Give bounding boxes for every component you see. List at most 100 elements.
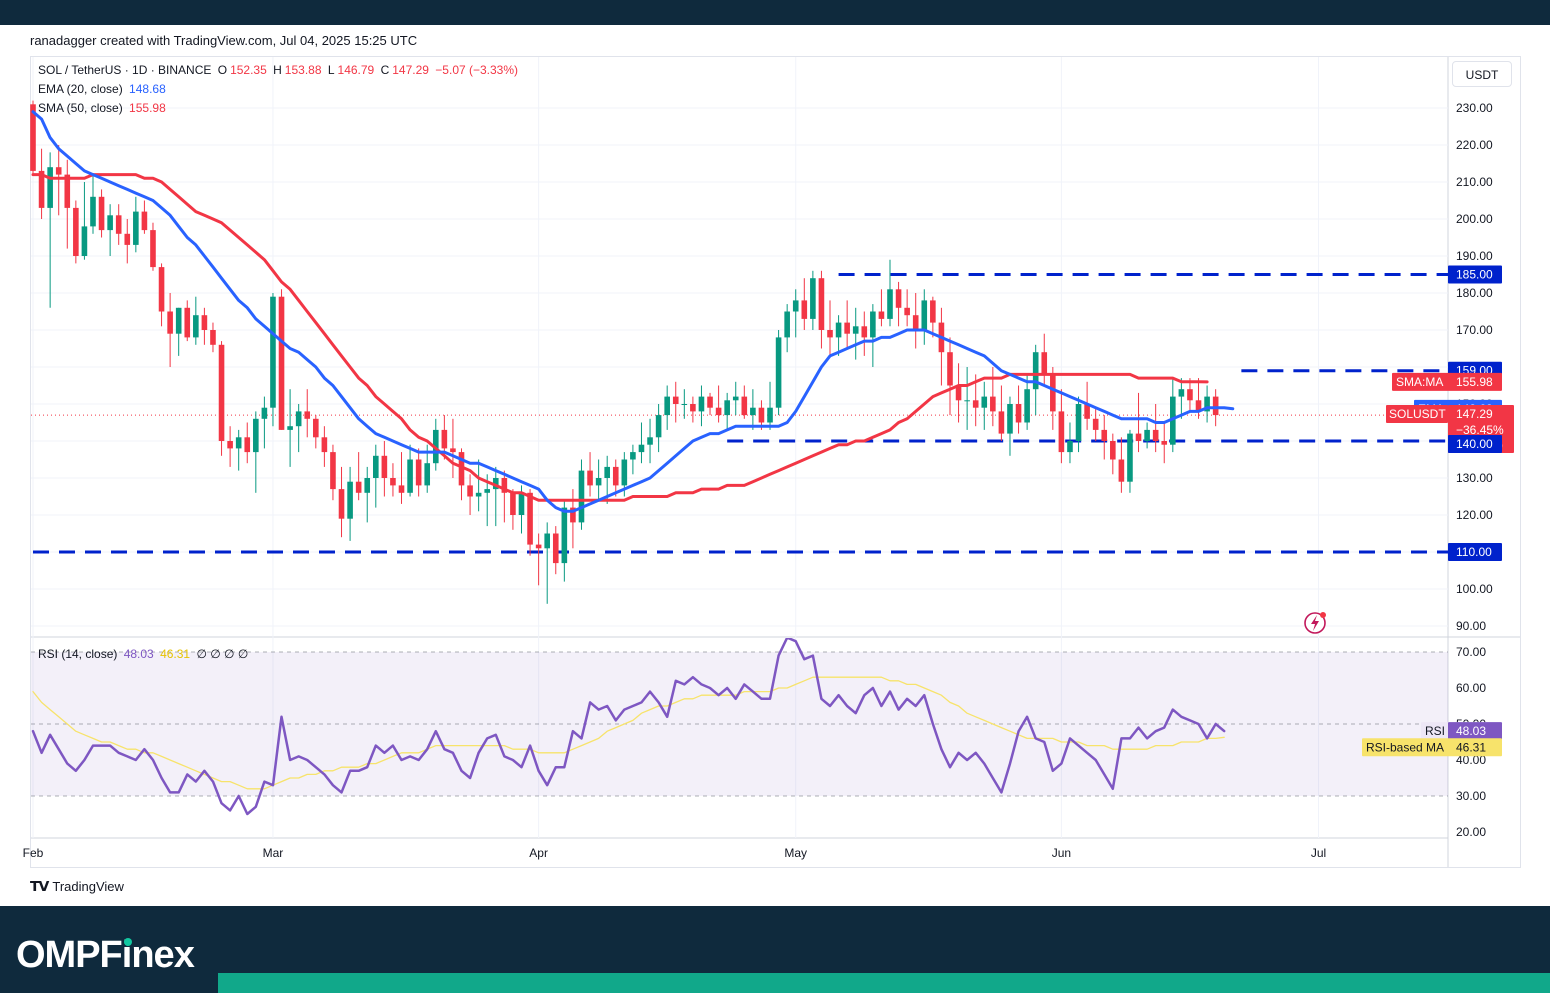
candle-body	[672, 396, 679, 404]
price-tick-label: 90.00	[1456, 619, 1486, 633]
tag-symbol: SOLUSDT	[1386, 405, 1448, 424]
low-value: 146.79	[337, 63, 375, 77]
candle-body	[750, 407, 756, 416]
rsi-label: RSI (14, close)	[38, 647, 118, 661]
candle-body	[1050, 374, 1056, 412]
price-tick-label: 210.00	[1456, 175, 1493, 189]
price-tick-label: 100.00	[1456, 582, 1493, 596]
candle-body	[998, 411, 1005, 434]
candle-body	[758, 407, 765, 423]
candle-body	[133, 211, 139, 245]
candle-body	[972, 400, 979, 408]
candle-body	[1067, 441, 1073, 453]
candle-body	[124, 233, 131, 245]
candle-body	[261, 407, 268, 419]
candle-body	[373, 455, 379, 478]
tag-rsi-label-text: RSI	[1425, 724, 1445, 738]
tag-layer: 185.00159.00SMA:MA155.98EMA148.68SOLUSDT…	[1362, 265, 1514, 757]
rsi-tick-label: 70.00	[1456, 645, 1486, 659]
candle-body	[990, 396, 996, 412]
close-label: C	[380, 63, 390, 77]
candle-body	[278, 296, 285, 430]
candle-body	[330, 452, 336, 490]
candle-body	[390, 478, 396, 486]
candle-body	[792, 300, 799, 312]
candle-body	[1058, 411, 1065, 453]
candle-body	[210, 330, 216, 345]
candle-body	[218, 344, 225, 441]
tag-110-text: 110.00	[1456, 545, 1492, 559]
sma-legend[interactable]: SMA (50, close) 155.98	[38, 101, 169, 115]
tag-185: 185.00	[1448, 265, 1502, 284]
candle-body	[64, 174, 71, 208]
candle-body	[835, 322, 842, 338]
candle-body	[544, 533, 550, 549]
rsi-band	[31, 652, 1448, 796]
candle-body	[887, 289, 893, 319]
flash-icon-bolt	[1311, 615, 1319, 631]
rsi-tick-label: 30.00	[1456, 789, 1486, 803]
candle-body	[681, 404, 688, 405]
candle-body	[827, 330, 833, 338]
tag-140: 140.00	[1448, 435, 1502, 453]
candle-body	[518, 492, 525, 515]
candle-body	[904, 307, 910, 316]
candle-body	[715, 407, 722, 416]
close-value: 147.29	[392, 63, 429, 77]
time-tick-label: Mar	[263, 846, 284, 860]
candle-body	[381, 455, 388, 478]
candle-body	[175, 307, 182, 334]
ema-legend[interactable]: EMA (20, close) 148.68	[38, 82, 169, 96]
candle-body	[364, 478, 371, 493]
rsi-lines	[31, 638, 1226, 816]
candle-body	[930, 300, 936, 323]
price-tick-label: 130.00	[1456, 471, 1493, 485]
candle-body	[484, 489, 491, 493]
tag-140-bg	[1448, 435, 1502, 453]
candle-body	[1032, 352, 1039, 390]
sma-label: SMA (50, close)	[38, 101, 123, 115]
rsi-line	[31, 638, 1226, 816]
candle-body	[964, 400, 970, 402]
candle-body	[270, 296, 276, 408]
symbol-name[interactable]: SOL / TetherUS · 1D · BINANCE	[38, 63, 212, 77]
candle-body	[201, 315, 208, 330]
candle-body	[424, 463, 431, 486]
candle-body	[741, 396, 748, 416]
candle-body	[450, 448, 456, 453]
candle-body	[295, 411, 302, 427]
candle-body	[707, 396, 713, 408]
tag-110-bg	[1448, 543, 1502, 561]
brand-part-3: nex	[131, 934, 194, 976]
candle-body	[947, 352, 953, 386]
price-tick-label: 220.00	[1456, 138, 1493, 152]
candle-body	[1161, 441, 1168, 445]
candle-body	[98, 196, 105, 231]
currency-button[interactable]: USDT	[1452, 61, 1512, 87]
tag-sma-text: SMA:MA	[1396, 375, 1443, 389]
candle-body	[30, 104, 36, 171]
candle-body	[321, 437, 328, 453]
tag-rsi-text: 48.03	[1456, 724, 1486, 738]
candle-body	[810, 278, 816, 319]
ema-20-line	[31, 110, 1235, 513]
tag-rsi-ma: RSI-based MA 46.31	[1362, 738, 1502, 757]
chart-frame	[30, 56, 1521, 868]
candle-body	[244, 437, 251, 453]
candle-body	[158, 267, 165, 312]
candle-body	[407, 459, 413, 493]
price-tick-label: 200.00	[1456, 212, 1493, 226]
top-banner	[0, 0, 1550, 25]
rsi-ma-line	[32, 676, 1225, 790]
candle-body	[115, 215, 122, 234]
rsi-legend[interactable]: RSI (14, close) 48.03 46.31 ∅ ∅ ∅ ∅	[38, 647, 251, 661]
candle-body	[107, 215, 113, 231]
candle-body	[1144, 429, 1150, 441]
tradingview-logo[interactable]: 𝗧𝗩 TradingView	[30, 878, 124, 895]
candle-body	[415, 459, 422, 486]
candle-body	[355, 481, 362, 493]
candle-body	[1110, 441, 1116, 460]
tag-110: 110.00	[1448, 543, 1502, 561]
candle-body	[578, 470, 585, 523]
